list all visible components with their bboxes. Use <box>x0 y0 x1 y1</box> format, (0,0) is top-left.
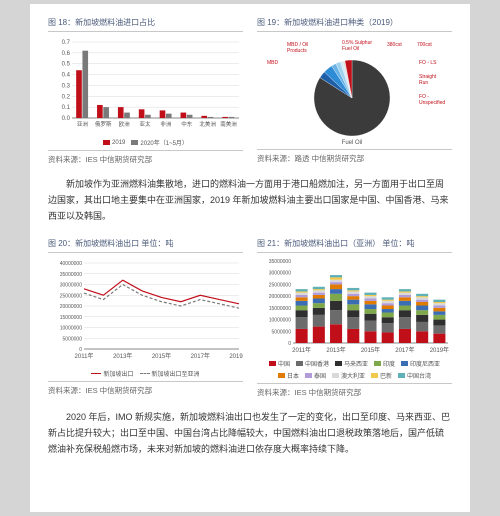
fig20-source: 资料来源：IES 中信期货研究部 <box>48 381 243 399</box>
fig18-source: 资料来源：IES 中信期货研究部 <box>48 150 243 168</box>
svg-text:MBD: MBD <box>267 60 279 66</box>
fig18: 图 18：新加坡燃料油进口占比 0.0 0.1 0.2 0.3 0.4 0.5 0.6 0.7… <box>48 14 243 168</box>
svg-text:俄罗斯: 俄罗斯 <box>95 120 112 128</box>
svg-text:35000000: 35000000 <box>269 259 291 265</box>
svg-text:700cst: 700cst <box>417 42 432 48</box>
fig18-chart: 0.0 0.1 0.2 0.3 0.4 0.5 0.6 0.7 亚洲俄罗斯欧洲 亚太非洲 中东北美洲… <box>48 36 243 136</box>
fig21-legend: 中国中国香港马来西亚印度印度尼西亚日本泰国澳大利亚巴新中国台湾 <box>257 359 452 380</box>
svg-text:中东: 中东 <box>181 120 193 128</box>
svg-text:10000000: 10000000 <box>269 317 291 323</box>
svg-text:5000000: 5000000 <box>63 336 83 342</box>
svg-text:0.5: 0.5 <box>62 62 71 68</box>
fig19-chart: MBD / OilProducts0.5% SulphurFuel Oil380… <box>257 36 452 146</box>
svg-text:2015年: 2015年 <box>361 346 380 354</box>
svg-text:0: 0 <box>79 347 82 353</box>
svg-text:2017年: 2017年 <box>191 352 210 360</box>
svg-text:Run: Run <box>419 80 428 86</box>
svg-text:30000000: 30000000 <box>60 282 82 288</box>
document-page: 图 18：新加坡燃料油进口占比 0.0 0.1 0.2 0.3 0.4 0.5 0.6 0.7… <box>30 4 470 512</box>
fig20-chart: 0 5000000 10000000 15000000 20000000 25000000… <box>48 257 243 367</box>
fig18-legend: 20192020年（1~5月） <box>48 138 243 147</box>
svg-text:5000000: 5000000 <box>272 329 292 335</box>
svg-text:北美洲: 北美洲 <box>199 120 216 128</box>
fig20-legend: 新加坡出口新加坡出口至亚洲 <box>48 369 243 378</box>
svg-text:20000000: 20000000 <box>60 304 82 310</box>
fig21-source: 资料来源：IES 中信期货研究部 <box>257 383 452 401</box>
svg-text:亚洲: 亚洲 <box>77 121 89 128</box>
svg-text:2019年: 2019年 <box>430 346 449 354</box>
svg-text:0.3: 0.3 <box>62 83 71 89</box>
svg-text:25000000: 25000000 <box>60 293 82 299</box>
fig20-title: 图 20：新加坡燃料油出口 单位：吨 <box>48 235 243 253</box>
svg-text:2011年: 2011年 <box>292 346 311 354</box>
fig19: 图 19：新加坡燃料油进口种类（2019） MBD / OilProducts0… <box>257 14 452 168</box>
svg-text:15000000: 15000000 <box>269 305 291 311</box>
svg-text:0: 0 <box>288 341 291 347</box>
svg-text:0.0: 0.0 <box>62 116 71 122</box>
svg-text:40000000: 40000000 <box>60 261 82 267</box>
fig19-title: 图 19：新加坡燃料油进口种类（2019） <box>257 14 452 32</box>
svg-text:2019年: 2019年 <box>229 352 243 360</box>
svg-text:0.2: 0.2 <box>62 94 71 100</box>
svg-text:2013年: 2013年 <box>326 346 345 354</box>
svg-text:0.1: 0.1 <box>62 105 71 111</box>
svg-text:Products: Products <box>287 48 307 54</box>
svg-text:Unspecified: Unspecified <box>419 100 445 106</box>
svg-text:南美洲: 南美洲 <box>220 120 237 128</box>
svg-text:25000000: 25000000 <box>269 282 291 288</box>
svg-text:Fuel Oil: Fuel Oil <box>342 140 363 146</box>
svg-text:30000000: 30000000 <box>269 270 291 276</box>
fig21: 图 21：新加坡燃料油出口（亚洲） 单位：吨 0 5000000 10000000 1… <box>257 235 452 401</box>
paragraph-1: 新加坡作为亚洲燃料油集散地，进口的燃料油一方面用于港口船燃加注，另一方面用于出口… <box>48 176 452 225</box>
svg-text:10000000: 10000000 <box>60 325 82 331</box>
svg-text:Fuel Oil: Fuel Oil <box>342 46 359 52</box>
paragraph-2: 2020 年后，IMO 新规实施，新加坡燃料油出口也发生了一定的变化，出口至印度… <box>48 409 452 458</box>
fig18-title: 图 18：新加坡燃料油进口占比 <box>48 14 243 32</box>
svg-text:0.7: 0.7 <box>62 40 71 46</box>
svg-text:亚太: 亚太 <box>140 120 152 128</box>
svg-text:2013年: 2013年 <box>113 352 132 360</box>
fig21-chart: 0 5000000 10000000 15000000 20000000 25000000… <box>257 257 452 357</box>
row-2: 图 20：新加坡燃料油出口 单位：吨 0 5000000 10000000 15000… <box>48 235 452 401</box>
svg-text:2017年: 2017年 <box>395 346 414 354</box>
row-1: 图 18：新加坡燃料油进口占比 0.0 0.1 0.2 0.3 0.4 0.5 0.6 0.7… <box>48 14 452 168</box>
svg-text:0.6: 0.6 <box>62 51 71 57</box>
svg-text:15000000: 15000000 <box>60 314 82 320</box>
fig20: 图 20：新加坡燃料油出口 单位：吨 0 5000000 10000000 15000… <box>48 235 243 401</box>
svg-text:FO - LS: FO - LS <box>419 60 437 66</box>
svg-text:0.4: 0.4 <box>62 73 71 79</box>
svg-text:380cst: 380cst <box>387 42 402 48</box>
svg-text:2015年: 2015年 <box>152 352 171 360</box>
svg-text:2011年: 2011年 <box>75 352 94 360</box>
svg-text:35000000: 35000000 <box>60 271 82 277</box>
svg-text:20000000: 20000000 <box>269 294 291 300</box>
svg-text:欧洲: 欧洲 <box>119 120 131 128</box>
svg-text:非洲: 非洲 <box>160 120 172 128</box>
fig21-title: 图 21：新加坡燃料油出口（亚洲） 单位：吨 <box>257 235 452 253</box>
fig19-source: 资料来源：路透 中信期货研究部 <box>257 149 452 167</box>
